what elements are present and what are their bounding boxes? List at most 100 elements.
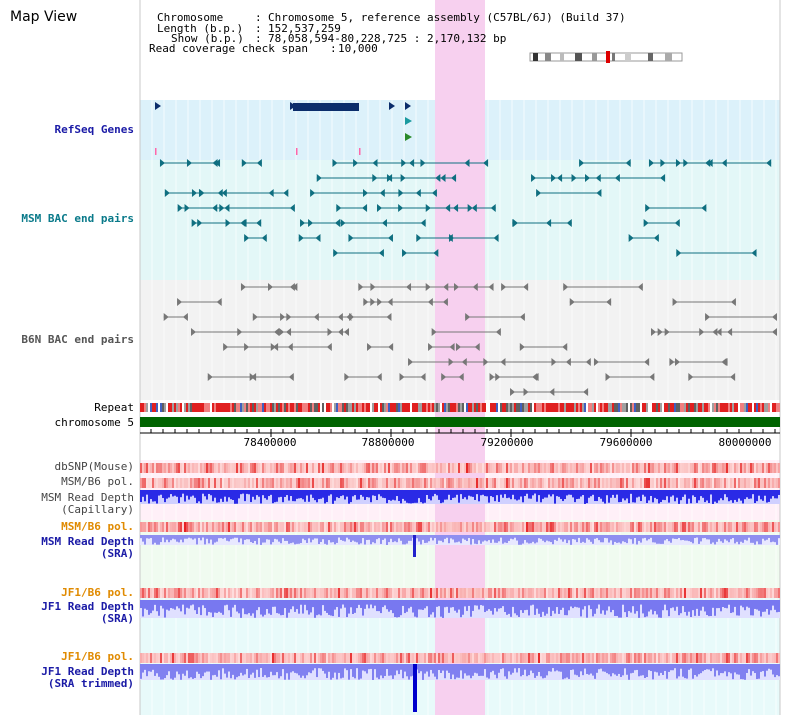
- heat-cell: [430, 463, 432, 473]
- heat-cell: [480, 463, 482, 473]
- repeat-block: [546, 403, 548, 412]
- bac-end-marker: [674, 358, 680, 366]
- heat-cell: [450, 522, 452, 532]
- heat-cell: [430, 653, 432, 663]
- heat-cell: [704, 588, 706, 598]
- heat-cell: [622, 478, 624, 488]
- heat-cell: [508, 463, 510, 473]
- heat-cell: [410, 653, 412, 663]
- heat-cell: [212, 478, 214, 488]
- chromosome-value: Chromosome 5, reference assembly (C57BL/…: [268, 11, 626, 24]
- depth-bar: [550, 600, 552, 617]
- depth-bar: [396, 490, 398, 497]
- depth-bar: [218, 600, 220, 612]
- heat-cell: [546, 588, 548, 598]
- heat-cell: [156, 463, 158, 473]
- heat-cell: [332, 478, 334, 488]
- depth-bar: [498, 490, 500, 502]
- heat-cell: [442, 522, 444, 532]
- heat-cell: [170, 653, 172, 663]
- depth-bar: [344, 664, 346, 669]
- depth-bar: [454, 490, 456, 498]
- depth-bar: [450, 535, 452, 539]
- heat-cell: [332, 522, 334, 532]
- heat-cell: [542, 478, 544, 488]
- heat-cell: [660, 478, 662, 488]
- heat-cell: [612, 478, 614, 488]
- depth-bar: [244, 490, 246, 502]
- axis-tick-label: 78800000: [361, 436, 415, 449]
- heat-cell: [150, 478, 152, 488]
- heat-cell: [442, 653, 444, 663]
- depth-bar: [424, 535, 426, 543]
- depth-bar: [270, 535, 272, 545]
- heat-cell: [740, 588, 742, 598]
- depth-bar: [600, 535, 602, 543]
- heat-cell: [498, 463, 500, 473]
- depth-bar: [756, 664, 758, 680]
- heat-cell: [702, 522, 704, 532]
- depth-bar: [336, 535, 338, 543]
- heat-cell: [420, 522, 422, 532]
- repeat-block: [682, 403, 684, 412]
- heat-cell: [302, 463, 304, 473]
- heat-cell: [368, 588, 370, 598]
- heat-cell: [360, 588, 362, 598]
- heat-cell: [716, 588, 718, 598]
- heat-cell: [332, 463, 334, 473]
- heat-cell: [316, 653, 318, 663]
- heat-cell: [168, 588, 170, 598]
- depth-bar: [764, 535, 766, 541]
- depth-bar: [536, 600, 538, 609]
- depth-bar: [674, 600, 676, 611]
- heat-cell: [306, 478, 308, 488]
- depth-bar: [668, 535, 670, 542]
- depth-bar: [238, 535, 240, 543]
- repeat-block: [238, 403, 240, 412]
- bac-end-marker: [280, 313, 286, 321]
- depth-bar: [398, 664, 400, 675]
- track-label-refseq[interactable]: RefSeq Genes: [54, 123, 134, 136]
- heat-cell: [306, 588, 308, 598]
- depth-bar: [584, 664, 586, 669]
- heat-cell: [238, 522, 240, 532]
- repeat-block: [458, 403, 460, 412]
- heat-cell: [278, 478, 280, 488]
- depth-bar: [682, 535, 684, 540]
- heat-cell: [726, 463, 728, 473]
- axis-tick-label: 79200000: [480, 436, 534, 449]
- heat-cell: [686, 588, 688, 598]
- repeat-block: [350, 403, 352, 412]
- heat-cell: [646, 522, 648, 532]
- depth-bar: [610, 535, 612, 541]
- heat-cell: [634, 478, 636, 488]
- track-label-msm-bac[interactable]: MSM BAC end pairs: [21, 212, 134, 225]
- repeat-block: [308, 403, 310, 412]
- heat-cell: [508, 478, 510, 488]
- depth-bar: [654, 664, 656, 672]
- heat-cell: [624, 463, 626, 473]
- heat-cell: [770, 522, 772, 532]
- heat-cell: [432, 463, 434, 473]
- depth-bar: [476, 664, 478, 674]
- repeat-block: [706, 403, 708, 412]
- depth-bar: [176, 490, 178, 497]
- depth-bar: [602, 535, 604, 543]
- depth-bar: [618, 600, 620, 618]
- heat-cell: [326, 653, 328, 663]
- heat-cell: [196, 522, 198, 532]
- depth-bar: [280, 664, 282, 677]
- depth-bar: [540, 600, 542, 617]
- heat-cell: [470, 653, 472, 663]
- heat-cell: [210, 463, 212, 473]
- bac-end-marker: [349, 313, 355, 321]
- bac-end-marker: [387, 174, 393, 182]
- track-label-b6n-bac[interactable]: B6N BAC end pairs: [21, 333, 134, 346]
- depth-bar: [730, 535, 732, 540]
- heat-cell: [574, 463, 576, 473]
- depth-bar: [598, 600, 600, 605]
- depth-bar: [232, 664, 234, 675]
- heat-cell: [520, 653, 522, 663]
- depth-bar: [312, 535, 314, 540]
- heat-cell: [372, 588, 374, 598]
